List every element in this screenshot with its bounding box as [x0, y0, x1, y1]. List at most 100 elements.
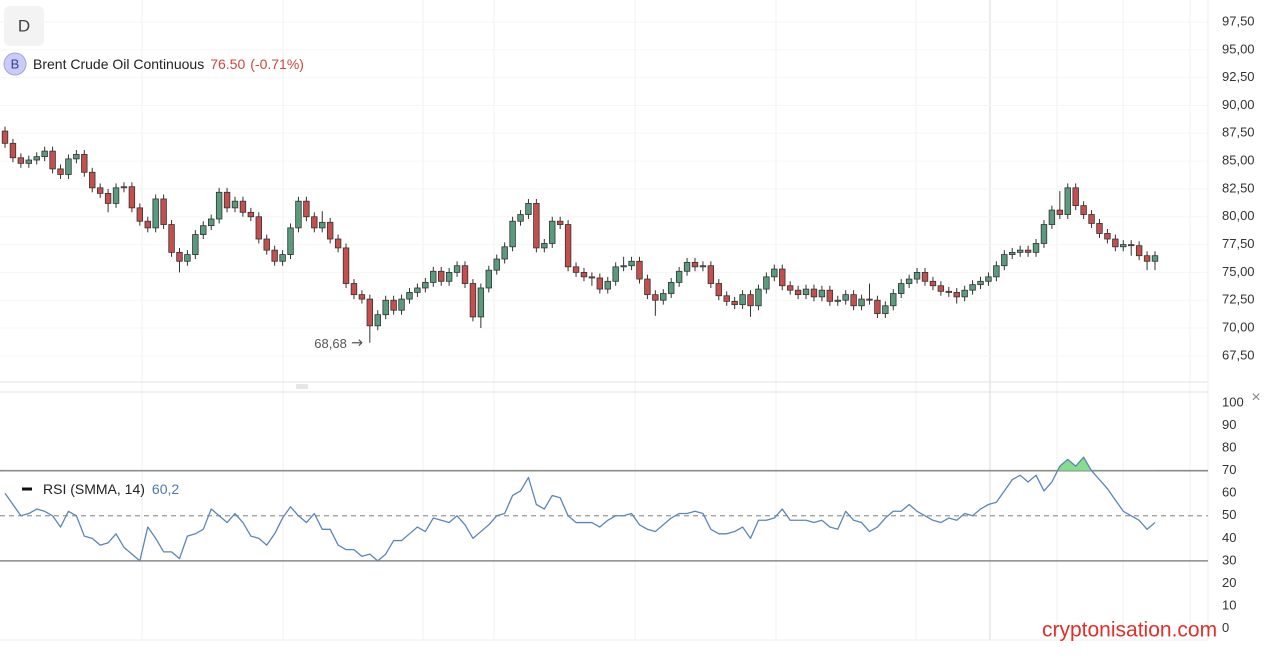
rsi-tick-label: 100: [1222, 394, 1244, 409]
candle-body: [422, 282, 429, 289]
candle-body: [818, 289, 826, 298]
candle-body: [445, 271, 453, 282]
interval-button[interactable]: D: [4, 6, 44, 46]
candle-body: [73, 154, 80, 160]
candle-body: [929, 280, 937, 287]
candle-body: [771, 268, 778, 278]
candle-body: [913, 271, 921, 280]
candle-body: [319, 221, 326, 229]
candle-body: [993, 265, 1000, 278]
candle-body: [612, 266, 619, 282]
symbol-icon-letter: B: [11, 56, 20, 71]
y-tick-label: 72,50: [1222, 292, 1255, 307]
candle-body: [1120, 244, 1127, 248]
candle-body: [779, 268, 786, 287]
candle-body: [794, 289, 802, 296]
candle-body: [1096, 223, 1103, 234]
candle-body: [644, 278, 651, 296]
last-price: 76.50: [210, 56, 245, 72]
candle-body: [279, 254, 286, 262]
candle-body: [120, 186, 128, 189]
candle-body: [25, 159, 32, 164]
candle-body: [882, 305, 889, 314]
candle-body: [1009, 251, 1016, 255]
candle-body: [184, 254, 191, 262]
candle-body: [525, 203, 532, 215]
candle-body: [517, 214, 524, 222]
pane-resize-handle[interactable]: [296, 384, 308, 389]
candle-body: [104, 192, 112, 204]
candle-body: [239, 200, 247, 213]
candle-body: [826, 289, 834, 302]
candle-body: [192, 234, 199, 255]
candle-body: [1128, 244, 1135, 247]
candle-body: [461, 265, 469, 284]
candle-body: [469, 283, 477, 318]
candle-body: [112, 187, 120, 204]
price-pane: 67,50 70,00 72,50 75,00 77,50 80,00 82,50 85,00…: [0, 13, 1255, 362]
candle-body: [1056, 209, 1064, 215]
candle-body: [223, 191, 231, 209]
candle-body: [1151, 255, 1159, 262]
candle-body: [1024, 249, 1032, 253]
candle-body: [128, 186, 136, 209]
y-tick-label: 80,00: [1222, 208, 1255, 223]
candle-body: [636, 260, 643, 280]
rsi-pane: 0 10 20 30 40 50 60 70 80 90 100: [0, 394, 1244, 635]
rsi-line: [4, 456, 1156, 562]
candle-body: [350, 283, 358, 296]
candle-body: [1135, 245, 1143, 257]
y-tick-label: 82,50: [1222, 180, 1255, 195]
candle-body: [160, 198, 167, 225]
candle-body: [295, 200, 302, 229]
candle-body: [200, 225, 207, 235]
rsi-tick-label: 60: [1222, 485, 1236, 500]
candle-body: [604, 280, 611, 290]
interval-button-bg[interactable]: [4, 6, 44, 46]
candle-body: [1001, 254, 1008, 267]
candle-body: [541, 243, 548, 249]
candle-body: [485, 269, 492, 289]
low-annotation: 68,68: [314, 336, 347, 351]
candle-body: [834, 299, 841, 302]
candle-body: [263, 238, 270, 251]
candle-body: [33, 156, 40, 161]
y-tick-label: 75,00: [1222, 264, 1255, 279]
candle-body: [493, 258, 500, 271]
candle-body: [699, 265, 707, 268]
candle-body: [890, 293, 897, 307]
candle-body: [477, 287, 485, 318]
candle-body: [755, 288, 762, 307]
candle-body: [580, 271, 588, 278]
y-tick-label: 97,50: [1222, 13, 1255, 28]
candle-body: [366, 298, 374, 327]
y-tick-label: 95,00: [1222, 41, 1255, 56]
candle-body: [874, 299, 881, 314]
candle-body: [152, 198, 159, 229]
candle-body: [731, 300, 738, 306]
candle-body: [985, 276, 992, 282]
candle-body: [41, 150, 48, 158]
candle-body: [1064, 187, 1071, 215]
candle-body: [596, 277, 604, 290]
candle-body: [1080, 205, 1087, 215]
candle-body: [1143, 255, 1151, 262]
candle-body: [303, 200, 310, 218]
candle-body: [509, 220, 516, 248]
candle-body: [549, 220, 556, 244]
candle-body: [556, 220, 564, 225]
candle-body: [533, 203, 540, 249]
close-pane-button[interactable]: ×: [1251, 389, 1260, 406]
candle-body: [326, 221, 334, 240]
candle-body: [660, 293, 667, 301]
candle-body: [564, 224, 572, 268]
candle-body: [739, 294, 746, 306]
candle-body: [231, 200, 239, 209]
rsi-tick-label: 90: [1222, 417, 1236, 432]
candle-body: [374, 314, 381, 327]
candle-body: [1032, 243, 1040, 253]
candle-body: [215, 191, 223, 220]
interval-label[interactable]: D: [18, 16, 30, 35]
candle-body: [1104, 233, 1111, 240]
rsi-legend: RSI (SMMA, 14) 60,2: [43, 481, 179, 497]
